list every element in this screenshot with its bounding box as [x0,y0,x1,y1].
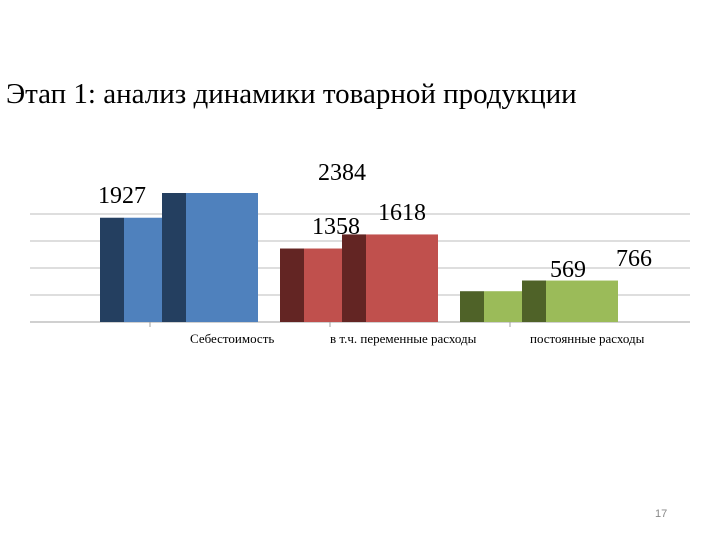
category-label: Себестоимость [190,331,274,346]
bar-side [280,248,304,322]
bar-side [342,234,366,322]
slide-title: Этап 1: анализ динамики товарной продукц… [6,78,577,110]
bar [186,193,258,322]
bar-side [100,217,124,322]
data-label: 2384 [318,160,366,186]
data-label: 766 [616,246,652,272]
bar-side [162,193,186,322]
chart-bars [100,193,618,322]
data-label: 1358 [312,214,360,240]
bar [546,280,618,322]
data-label: 1618 [378,200,426,226]
page-number: 17 [655,508,668,520]
bar-side [460,291,484,322]
data-label: 1927 [98,183,146,209]
category-label: в т.ч. переменные расходы [330,331,477,346]
bar-side [522,280,546,322]
chart-category-labels: Себестоимость в т.ч. переменные расходы по… [190,331,645,346]
chart-data-labels: 1927 2384 1358 1618 569 766 [98,160,652,283]
bar [366,234,438,322]
category-label: постоянные расходы [530,331,645,346]
data-label: 569 [550,257,586,283]
